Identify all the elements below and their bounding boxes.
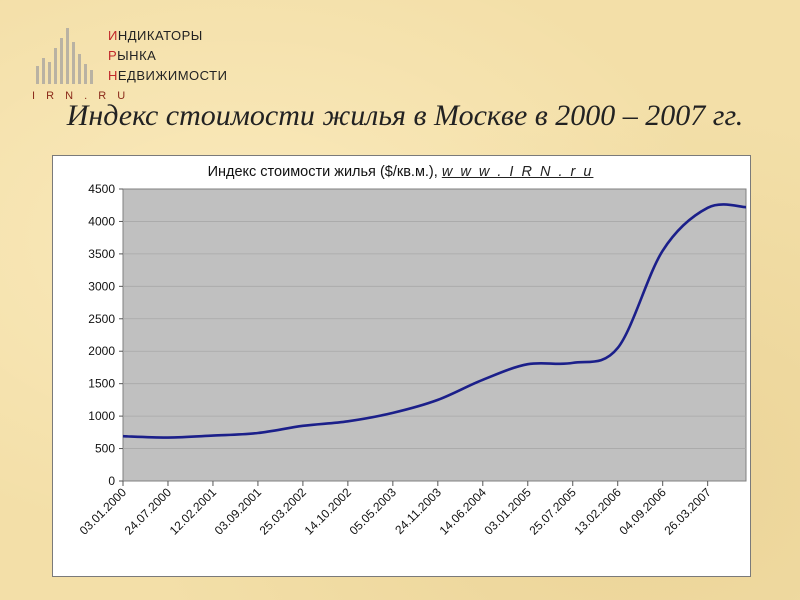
x-tick-label: 12.02.2001 — [167, 485, 220, 538]
chart-title-link[interactable]: w w w . I R N . r u — [441, 164, 594, 180]
x-tick-label: 03.09.2001 — [212, 485, 265, 538]
logo: I R N . R U ИНДИКАТОРЫ РЫНКА НЕДВИЖИМОСТ… — [30, 24, 250, 102]
x-tick-label: 14.06.2004 — [437, 485, 490, 538]
x-tick-label: 25.03.2002 — [257, 485, 310, 538]
y-tick-label: 2000 — [88, 344, 115, 358]
chart-title-text: Индекс стоимости жилья ($/кв.м.), — [207, 164, 438, 180]
y-axis: 0 500 1000 1500 2000 2500 3000 3500 4000 4500 — [88, 182, 123, 488]
x-tick-label: 13.02.2006 — [571, 485, 624, 538]
y-tick-label: 1500 — [88, 377, 115, 391]
y-tick-label: 1000 — [88, 409, 115, 423]
x-tick-label: 24.11.2003 — [392, 485, 444, 537]
x-tick-label: 26.03.2007 — [661, 485, 714, 538]
chart-title: Индекс стоимости жилья ($/кв.м.), w w w … — [52, 164, 749, 180]
x-tick-label: 03.01.2000 — [77, 485, 130, 538]
x-axis: 03.01.200024.07.200012.02.200103.09.2001… — [77, 481, 714, 538]
series-line — [122, 203, 747, 439]
y-tick-label: 4000 — [88, 214, 115, 228]
x-tick-label: 24.07.2000 — [122, 485, 175, 538]
y-tick-label: 4500 — [88, 182, 115, 196]
logo-abbreviation: I R N . R U — [32, 90, 130, 102]
y-tick-label: 3500 — [88, 247, 115, 261]
plot-area — [122, 188, 747, 482]
logo-text: ИНДИКАТОРЫ РЫНКА НЕДВИЖИМОСТИ — [108, 26, 227, 86]
x-tick-label: 25.07.2005 — [526, 485, 579, 538]
x-tick-label: 14.10.2002 — [302, 485, 355, 538]
y-tick-label: 2500 — [88, 312, 115, 326]
logo-bars-icon — [36, 28, 93, 84]
x-tick-label: 04.09.2006 — [616, 485, 669, 538]
logo-line-2: РЫНКА — [108, 48, 157, 63]
y-tick-label: 3000 — [88, 279, 115, 293]
x-tick-label: 05.05.2003 — [347, 485, 400, 538]
series-layer — [122, 203, 747, 439]
slide-title: Индекс стоимости жилья в Москве в 2000 –… — [66, 99, 744, 132]
grid-lines — [123, 221, 746, 449]
x-tick-label: 03.01.2005 — [482, 485, 535, 538]
y-tick-label: 0 — [108, 474, 115, 488]
y-tick-label: 500 — [95, 442, 115, 456]
logo-line-3: НЕДВИЖИМОСТИ — [108, 68, 228, 83]
logo-line-1: ИНДИКАТОРЫ — [108, 28, 203, 43]
